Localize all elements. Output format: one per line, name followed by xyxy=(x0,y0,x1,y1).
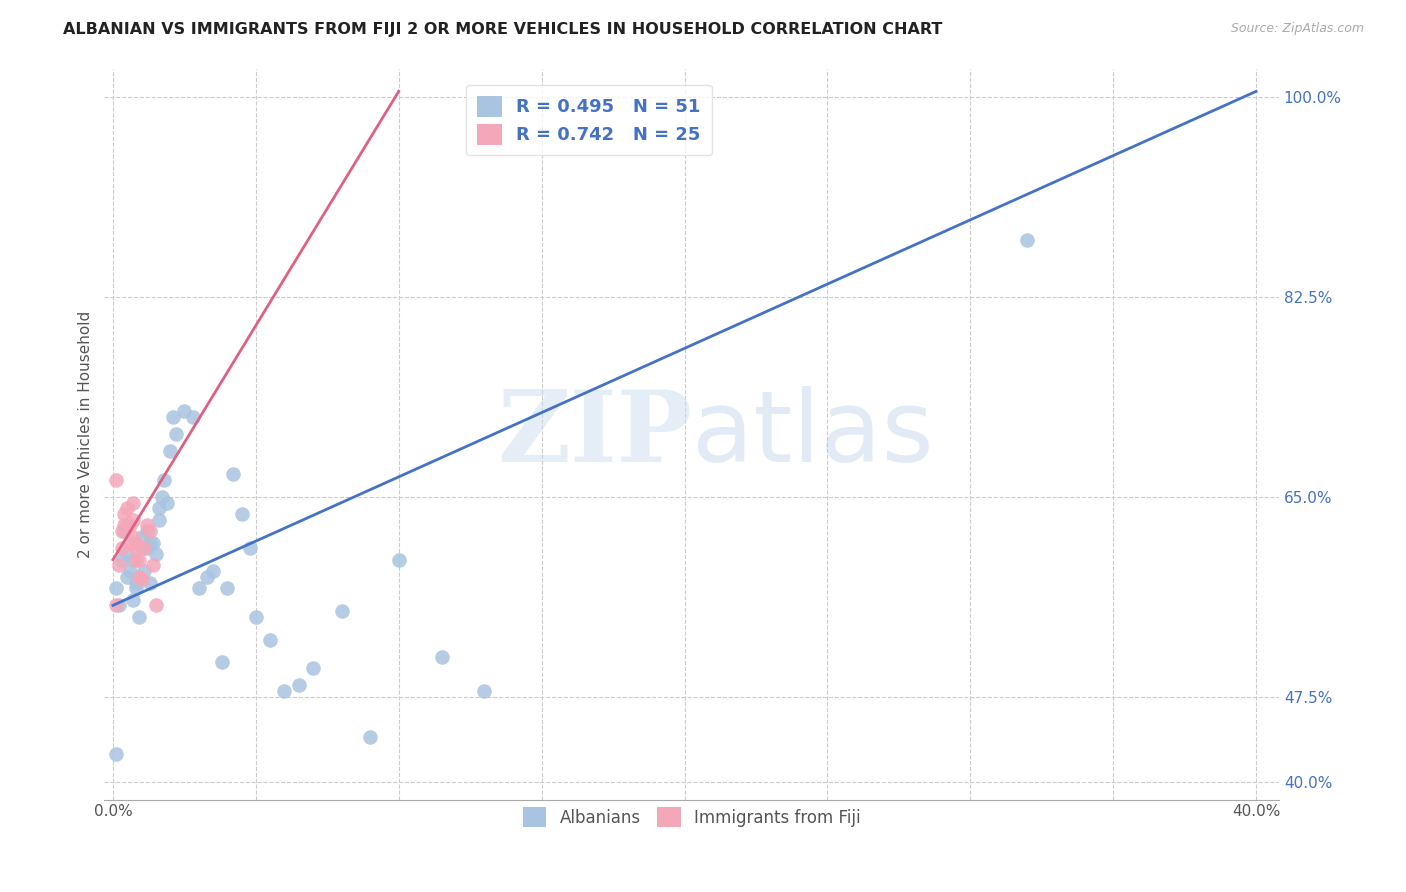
Point xyxy=(239,541,262,556)
Point xyxy=(217,581,239,595)
Point xyxy=(211,656,233,670)
Point xyxy=(173,404,195,418)
Point xyxy=(330,604,353,618)
Text: Source: ZipAtlas.com: Source: ZipAtlas.com xyxy=(1230,22,1364,36)
Point xyxy=(107,558,129,573)
Point xyxy=(388,552,411,566)
Point xyxy=(181,409,204,424)
Point xyxy=(148,501,170,516)
Point xyxy=(142,535,165,549)
Point xyxy=(287,678,309,692)
Point xyxy=(117,570,139,584)
Point xyxy=(112,518,135,533)
Point xyxy=(222,467,245,481)
Point xyxy=(125,552,148,566)
Point xyxy=(139,524,162,538)
Point xyxy=(122,495,145,509)
Point xyxy=(122,530,145,544)
Point xyxy=(125,581,148,595)
Point xyxy=(128,609,150,624)
Point xyxy=(104,747,127,761)
Point xyxy=(134,564,156,578)
Point xyxy=(430,649,453,664)
Legend: Albanians, Immigrants from Fiji: Albanians, Immigrants from Fiji xyxy=(515,799,869,835)
Point xyxy=(117,518,139,533)
Point xyxy=(159,444,181,458)
Point xyxy=(122,592,145,607)
Point xyxy=(165,427,187,442)
Point xyxy=(128,552,150,566)
Point xyxy=(359,730,381,744)
Point xyxy=(104,581,127,595)
Point xyxy=(117,501,139,516)
Point xyxy=(142,558,165,573)
Point xyxy=(125,575,148,590)
Point xyxy=(120,535,142,549)
Point xyxy=(259,632,281,647)
Point xyxy=(104,599,127,613)
Point xyxy=(150,490,173,504)
Point xyxy=(104,473,127,487)
Y-axis label: 2 or more Vehicles in Household: 2 or more Vehicles in Household xyxy=(79,310,93,558)
Point xyxy=(156,495,179,509)
Point xyxy=(110,552,132,566)
Point xyxy=(125,541,148,556)
Point xyxy=(145,547,167,561)
Point xyxy=(110,524,132,538)
Point xyxy=(187,581,209,595)
Point xyxy=(110,541,132,556)
Point xyxy=(162,409,184,424)
Point xyxy=(122,552,145,566)
Point xyxy=(120,518,142,533)
Point xyxy=(134,541,156,556)
Point xyxy=(245,609,267,624)
Point xyxy=(117,547,139,561)
Point xyxy=(153,473,176,487)
Point xyxy=(136,541,159,556)
Point xyxy=(201,564,224,578)
Point xyxy=(1017,233,1039,247)
Point xyxy=(131,530,153,544)
Point xyxy=(139,575,162,590)
Point xyxy=(112,524,135,538)
Point xyxy=(145,599,167,613)
Point xyxy=(128,570,150,584)
Point xyxy=(195,570,218,584)
Point xyxy=(107,599,129,613)
Point xyxy=(136,518,159,533)
Text: ZIP: ZIP xyxy=(496,385,692,483)
Point xyxy=(125,535,148,549)
Point xyxy=(122,513,145,527)
Text: atlas: atlas xyxy=(692,385,934,483)
Point xyxy=(131,541,153,556)
Point xyxy=(112,507,135,521)
Point xyxy=(302,661,325,675)
Point xyxy=(474,684,496,698)
Point xyxy=(273,684,295,698)
Point xyxy=(148,513,170,527)
Point xyxy=(131,572,153,586)
Point xyxy=(120,564,142,578)
Point xyxy=(136,524,159,538)
Text: ALBANIAN VS IMMIGRANTS FROM FIJI 2 OR MORE VEHICLES IN HOUSEHOLD CORRELATION CHA: ALBANIAN VS IMMIGRANTS FROM FIJI 2 OR MO… xyxy=(63,22,942,37)
Point xyxy=(231,507,253,521)
Point xyxy=(139,535,162,549)
